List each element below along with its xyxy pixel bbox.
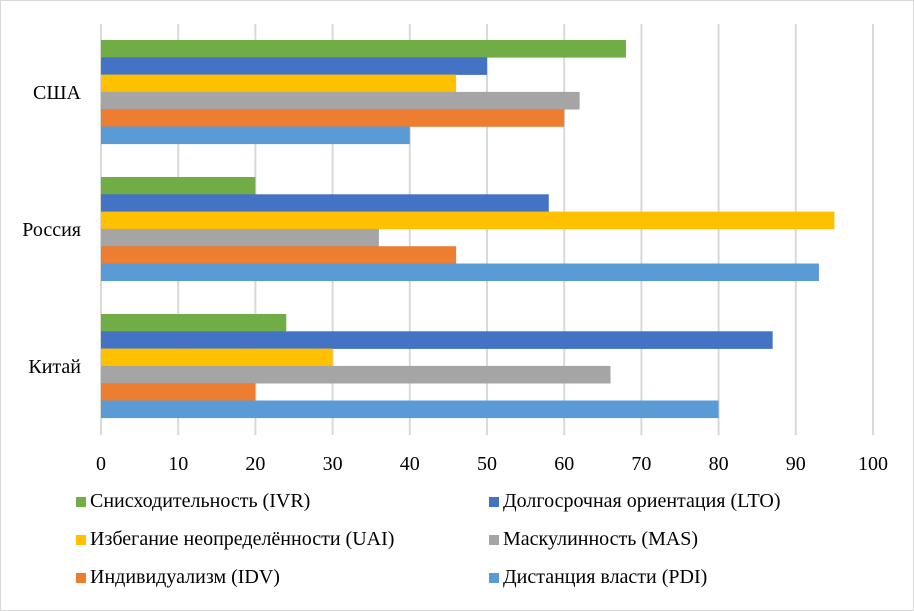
category-label: Китай xyxy=(28,356,81,378)
category-labels: США Россия Китай xyxy=(22,82,81,378)
legend-label: Снисходительность (IVR) xyxy=(90,490,311,512)
legend-swatch xyxy=(76,572,86,583)
bars xyxy=(101,40,835,419)
x-tick-label: 60 xyxy=(554,453,574,475)
x-tick-label: 30 xyxy=(323,453,343,475)
legend-label: Дистанция власти (PDI) xyxy=(503,566,708,588)
x-tick-label: 40 xyxy=(400,453,420,475)
x-tick-label: 70 xyxy=(631,453,651,475)
bar xyxy=(101,314,287,332)
bar xyxy=(101,40,626,58)
bar xyxy=(101,57,487,75)
legend-item: Избегание неопределённости (UAI) xyxy=(76,528,394,551)
bar xyxy=(101,194,549,212)
legend-item: Маскулинность (MAS) xyxy=(489,528,698,551)
bar xyxy=(101,365,611,384)
bar xyxy=(101,109,565,127)
legend-label: Долгосрочная ориентация (LTO) xyxy=(503,490,781,512)
legend-swatch xyxy=(76,534,86,545)
legend-label: Маскулинность (MAS) xyxy=(503,528,699,550)
bar xyxy=(101,211,835,230)
legend-item: Долгосрочная ориентация (LTO) xyxy=(489,490,781,513)
x-tick-label: 50 xyxy=(477,453,497,475)
legend-swatch xyxy=(489,534,499,545)
bar xyxy=(101,383,256,401)
legend-label: Индивидуализм (IDV) xyxy=(90,566,280,588)
bar xyxy=(101,91,580,110)
legend-item: Индивидуализм (IDV) xyxy=(76,566,280,589)
bar xyxy=(101,228,379,247)
bar xyxy=(101,246,457,264)
bar xyxy=(101,74,457,93)
category-label: Россия xyxy=(22,219,81,241)
x-tick-label: 80 xyxy=(709,453,729,475)
bar xyxy=(101,263,819,282)
x-tick-label: 100 xyxy=(858,453,888,475)
bar xyxy=(101,331,773,349)
category-label: США xyxy=(33,82,82,104)
legend-label: Избегание неопределённости (UAI) xyxy=(90,528,395,550)
x-tick-label: 0 xyxy=(96,453,106,475)
bar xyxy=(101,348,333,367)
x-tick-label: 10 xyxy=(168,453,188,475)
bar xyxy=(101,177,256,195)
legend-item: Дистанция власти (PDI) xyxy=(489,566,707,589)
x-tick-label: 20 xyxy=(245,453,265,475)
legend-item: Снисходительность (IVR) xyxy=(76,490,310,513)
x-tick-label: 90 xyxy=(786,453,806,475)
legend-swatch xyxy=(76,496,86,507)
x-tick-labels: 0 10 20 30 40 50 60 70 80 90 100 xyxy=(96,453,888,475)
bar xyxy=(101,126,410,145)
legend-swatch xyxy=(489,572,499,583)
legend-swatch xyxy=(489,496,499,507)
bar-chart: США Россия Китай 0 10 20 30 40 50 60 70 80 90 100 xyxy=(22,24,888,475)
bar xyxy=(101,400,719,419)
